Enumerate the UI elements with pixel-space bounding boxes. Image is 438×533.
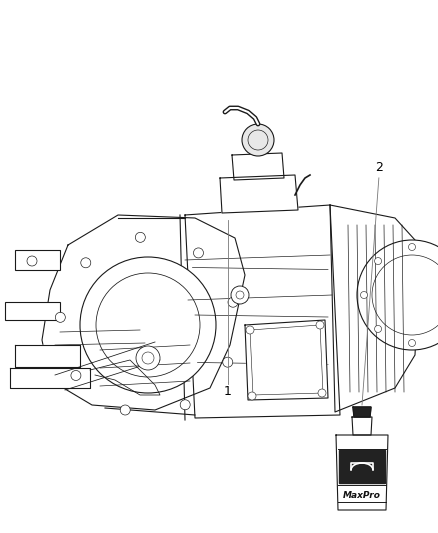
Circle shape [27, 256, 37, 266]
Polygon shape [232, 153, 284, 180]
Circle shape [194, 248, 204, 258]
Polygon shape [10, 368, 90, 388]
Circle shape [80, 257, 216, 393]
Circle shape [136, 346, 160, 370]
Polygon shape [352, 417, 372, 435]
Text: MaxPro: MaxPro [343, 490, 381, 499]
Circle shape [374, 257, 381, 264]
Circle shape [316, 321, 324, 329]
Circle shape [55, 312, 65, 322]
Circle shape [135, 232, 145, 243]
Polygon shape [336, 435, 388, 510]
Circle shape [248, 392, 256, 400]
Polygon shape [339, 450, 385, 483]
Polygon shape [42, 215, 245, 410]
Circle shape [409, 340, 416, 346]
Circle shape [318, 389, 326, 397]
Circle shape [409, 244, 416, 251]
Circle shape [357, 240, 438, 350]
Circle shape [120, 405, 130, 415]
Polygon shape [185, 205, 340, 418]
Circle shape [71, 370, 81, 381]
Text: 1: 1 [224, 385, 232, 398]
FancyBboxPatch shape [5, 302, 60, 320]
Polygon shape [245, 320, 328, 400]
Circle shape [223, 357, 233, 367]
Circle shape [81, 258, 91, 268]
Circle shape [228, 297, 238, 307]
Circle shape [180, 400, 190, 410]
Polygon shape [220, 175, 298, 213]
Polygon shape [353, 407, 371, 417]
Circle shape [242, 124, 274, 156]
Circle shape [374, 326, 381, 333]
Circle shape [246, 326, 254, 334]
Text: 2: 2 [375, 161, 383, 174]
Circle shape [360, 292, 367, 298]
Polygon shape [330, 205, 418, 412]
Circle shape [231, 286, 249, 304]
Polygon shape [15, 345, 80, 367]
FancyBboxPatch shape [15, 250, 60, 270]
